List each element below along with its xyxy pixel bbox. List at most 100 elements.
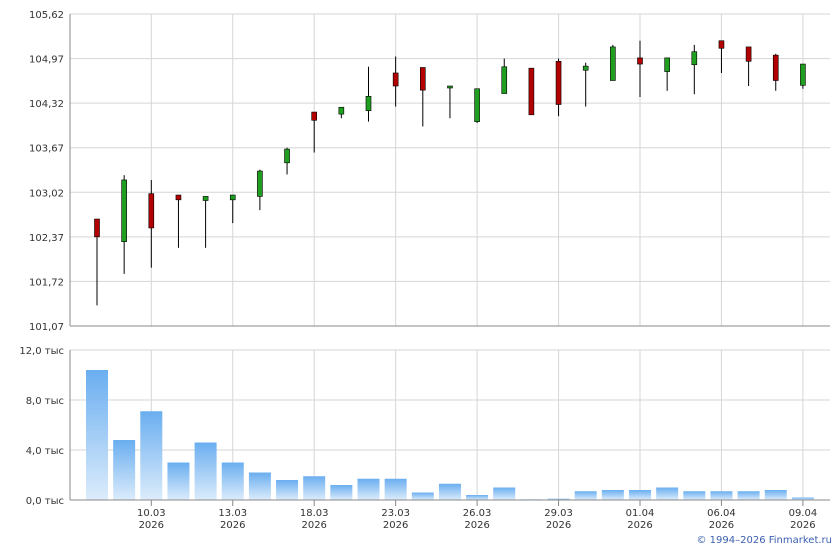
candle-body [745,46,752,62]
price-tick-label: 104,97 [29,55,64,66]
candle [257,169,263,211]
volume-bar [764,490,787,500]
candle-body [718,40,725,49]
candle-body [175,194,182,201]
candle-body [447,85,453,89]
volume-bar [411,492,434,500]
candle-body [94,218,100,238]
volume-bar [357,478,380,500]
volume-bar [140,411,163,500]
price-tick-label: 101,07 [29,322,64,333]
volume-bar [221,462,244,500]
x-tick-date: 18.03 [300,508,329,519]
candle-body [202,196,209,201]
volume-bar [86,370,108,500]
x-tick-date: 09.04 [789,508,818,519]
candle [501,58,508,94]
volume-bar [330,485,353,500]
volume-bar [384,478,407,500]
candle-body [419,67,426,91]
candle-body [392,72,399,87]
candle [392,56,399,107]
candle-body [311,111,318,121]
candle [474,88,480,124]
candle [175,194,182,248]
candle-body [691,51,698,66]
price-tick-label: 103,02 [29,188,64,199]
volume-bar [791,497,814,500]
volume-tick-label: 8,0 тыс [26,396,64,407]
x-tick-date: 01.04 [626,508,655,519]
volume-bar [113,440,136,500]
candle [664,57,670,91]
x-tick-year: 2026 [139,520,164,531]
candle [691,44,698,95]
x-tick-date: 29.03 [544,508,573,519]
candle-body [528,67,535,116]
candle [148,179,155,268]
volume-bar [737,491,760,500]
candle-body [229,194,236,201]
x-tick-year: 2026 [383,520,408,531]
candle [284,147,290,175]
candle-body [582,65,589,71]
x-tick-year: 2026 [546,520,571,531]
x-tick-year: 2026 [301,520,326,531]
candle [528,67,535,116]
x-tick-date: 13.03 [218,508,247,519]
candle-body [148,193,155,229]
volume-bar [303,476,326,500]
candle-body [664,57,670,72]
volume-bar [248,472,271,500]
candle [94,218,100,306]
candle-body [121,179,127,242]
volume-bar [466,495,489,500]
volume-bar [194,442,217,500]
candle [582,62,589,107]
volume-bar [601,490,624,500]
candle [447,85,453,119]
price-tick-label: 105,62 [29,10,64,21]
x-tick-date: 10.03 [137,508,166,519]
x-tick-date: 26.03 [463,508,492,519]
candle [311,111,318,153]
volume-bar [629,490,651,500]
price-tick-label: 104,32 [29,99,64,110]
volume-bar [167,462,190,500]
candle [637,40,643,97]
candle-body [637,57,643,65]
x-tick-year: 2026 [790,520,815,531]
candle-body [610,46,616,81]
axes: 105,62 104,97 104,32 103,67 103,02 102,37 101,… [19,10,830,531]
price-tick-label: 102,37 [29,233,64,244]
volume-tick-label: 4,0 тыс [26,446,64,457]
candle-body [800,63,806,86]
x-tick-year: 2026 [709,520,734,531]
volume-bar [493,487,516,500]
candle [718,40,725,73]
price-panel [94,40,806,306]
volume-tick-label: 0,0 тыс [26,496,64,507]
candle-body [772,54,779,81]
volume-bar [656,487,679,500]
x-tick-year: 2026 [627,520,652,531]
candle [338,106,345,119]
volume-bar [683,491,706,500]
candle [610,44,616,81]
candle [419,67,426,127]
x-tick-year: 2026 [464,520,489,531]
candle-body [365,95,372,111]
candle-body [257,170,263,197]
candle [745,46,752,86]
candle-body [501,66,508,94]
candle [365,66,372,122]
candle [229,194,236,224]
candle [202,196,209,248]
copyright-text[interactable]: © 1994–2026 Finmarket.ru [696,535,832,546]
candle-body [474,88,480,122]
candle [772,53,779,91]
candle [121,175,127,274]
volume-bar [438,483,461,500]
